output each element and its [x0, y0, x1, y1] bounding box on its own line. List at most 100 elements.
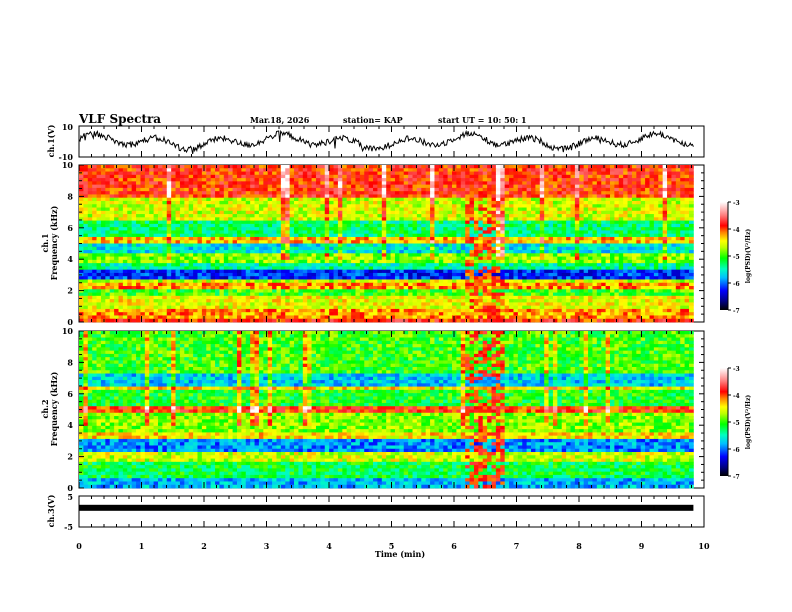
spectrogram-cell	[337, 253, 343, 257]
spectrogram-cell	[96, 266, 102, 271]
spectrogram-cell	[294, 246, 299, 251]
spectrogram-cell	[675, 214, 681, 218]
spectrogram-cell	[197, 197, 203, 202]
spectrogram-cell	[153, 207, 159, 212]
spectrogram-cell	[144, 168, 150, 172]
spectrogram-cell	[456, 194, 462, 199]
spectrogram-cell	[315, 263, 321, 267]
spectrogram-cell	[421, 269, 427, 274]
spectrogram-cell	[355, 178, 361, 182]
spectrogram-cell	[232, 174, 238, 179]
spectrogram-cell	[539, 197, 545, 202]
spectrogram-cell	[688, 223, 694, 228]
spectrogram-cell	[140, 207, 146, 212]
spectrogram-cell	[570, 197, 576, 202]
spectrogram-cell	[421, 207, 427, 212]
spectrogram-cell	[438, 204, 444, 208]
spectrogram-cell	[531, 230, 536, 235]
spectrogram-cell	[324, 191, 330, 195]
spectrogram-cell	[452, 223, 457, 228]
spectrogram-cell	[491, 253, 497, 257]
spectrogram-cell	[206, 184, 212, 189]
spectrogram-cell	[302, 259, 308, 264]
spectrogram-cell	[201, 174, 207, 179]
spectrogram-cell	[254, 217, 260, 221]
spectrogram-cell	[574, 256, 580, 261]
spectrogram-cell	[272, 240, 277, 244]
spectrogram-cell	[487, 246, 492, 251]
spectrogram-cell	[294, 200, 299, 205]
spectrogram-cell	[114, 272, 119, 277]
spectrogram-cell	[390, 230, 396, 235]
spectrogram-cell	[219, 168, 225, 172]
spectrogram-cell	[522, 240, 528, 244]
spectrogram-cell	[105, 217, 111, 221]
spectrogram-cell	[359, 240, 365, 244]
spectrogram-cell	[179, 174, 185, 179]
spectrogram-cell	[87, 240, 93, 244]
spectrogram-cell	[636, 168, 642, 172]
spectrogram-cell	[96, 250, 102, 254]
spectrogram-cell	[526, 236, 532, 241]
spectrogram-cell	[250, 197, 255, 202]
spectrogram-cell	[688, 171, 694, 176]
spectrogram-cell	[430, 266, 435, 271]
spectrogram-cell	[258, 200, 264, 205]
spectrogram-cell	[315, 253, 321, 257]
spectrogram-cell	[96, 246, 102, 251]
spectrogram-cell	[232, 240, 238, 244]
spectrogram-cell	[653, 253, 659, 257]
spectrogram-cell	[263, 263, 269, 267]
spectrogram-cell	[653, 233, 659, 238]
spectrogram-cell	[157, 204, 163, 208]
spectrogram-cell	[210, 184, 216, 189]
spectrogram-cell	[175, 259, 181, 264]
spectrogram-cell	[557, 233, 563, 238]
spectrogram-cell	[412, 259, 418, 264]
spectrogram-cell	[399, 174, 405, 179]
spectrogram-cell	[430, 269, 435, 274]
spectrogram-cell	[605, 207, 611, 212]
spectrogram-cell	[592, 187, 598, 192]
spectrogram-cell	[342, 210, 348, 215]
spectrogram-cell	[179, 230, 185, 235]
spectrogram-cell	[179, 181, 185, 186]
spectrogram-cell	[272, 246, 277, 251]
spectrogram-cell	[390, 197, 396, 202]
spectrogram-cell	[241, 246, 247, 251]
spectrogram-cell	[601, 253, 607, 257]
spectrogram-cell	[438, 171, 444, 176]
spectrogram-cell	[539, 223, 545, 228]
spectrogram-cell	[688, 250, 694, 254]
spectrogram-cell	[588, 194, 593, 199]
spectrogram-cell	[504, 230, 510, 235]
spectrogram-cell	[105, 187, 111, 192]
spectrogram-cell	[118, 178, 124, 182]
spectrogram-cell	[675, 165, 681, 169]
spectrogram-cell	[583, 227, 589, 231]
spectrogram-cell	[171, 220, 176, 225]
spectrogram-cell	[118, 236, 124, 241]
spectrogram-cell	[557, 223, 563, 228]
spectrogram-cell	[662, 171, 668, 176]
spectrogram-cell	[386, 253, 391, 257]
spectrogram-cell	[416, 174, 422, 179]
spectrogram-cell	[535, 197, 541, 202]
spectrogram-cell	[258, 250, 264, 254]
spectrogram-cell	[210, 256, 216, 261]
spectrogram-cell	[250, 217, 255, 221]
spectrogram-cell	[636, 233, 642, 238]
spectrogram-cell	[131, 227, 137, 231]
spectrogram-cell	[355, 259, 361, 264]
spectrogram-cell	[522, 171, 528, 176]
spectrogram-cell	[201, 210, 207, 215]
spectrogram-cell	[359, 223, 365, 228]
spectrogram-cell	[359, 171, 365, 176]
spectrogram-cell	[381, 227, 387, 231]
spectrogram-cell	[320, 191, 326, 195]
spectrogram-cell	[162, 236, 168, 241]
spectrogram-cell	[122, 187, 128, 192]
spectrogram-cell	[403, 269, 409, 274]
spectrogram-cell	[430, 178, 435, 182]
spectrogram-cell	[254, 197, 260, 202]
